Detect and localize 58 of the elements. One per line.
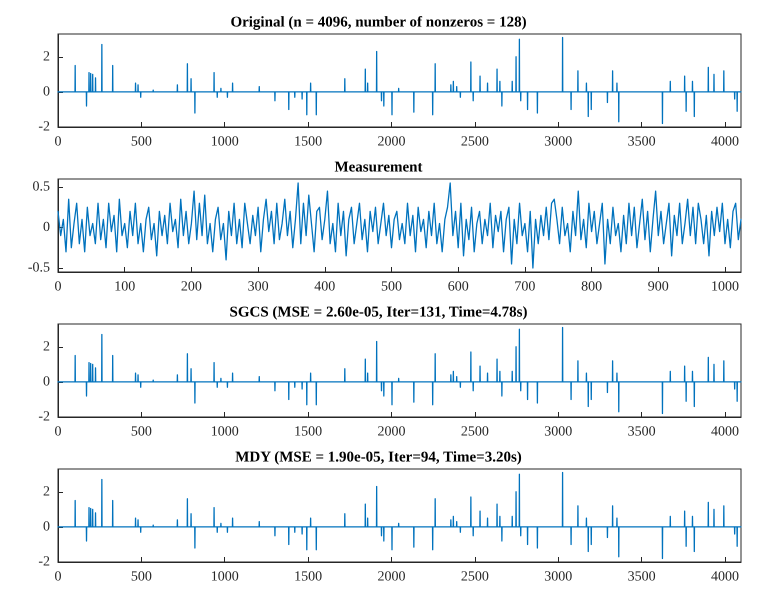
y-tick-label: 2 bbox=[43, 49, 50, 64]
x-tick-label: 600 bbox=[448, 280, 469, 294]
y-tick-label: 0 bbox=[43, 374, 50, 390]
x-tick-label: 3000 bbox=[544, 424, 572, 440]
chart-title: Original (n = 4096, number of nonzeros = 128) bbox=[230, 14, 527, 30]
y-tick-label: 0 bbox=[43, 220, 50, 236]
x-tick-label: 2000 bbox=[377, 424, 406, 440]
chart-title: Measurement bbox=[334, 160, 423, 176]
x-tick-label: 0 bbox=[54, 280, 62, 294]
line-series bbox=[57, 472, 742, 560]
x-tick-label: 4000 bbox=[710, 424, 739, 440]
x-tick-label: 800 bbox=[581, 280, 602, 294]
x-tick-label: 1000 bbox=[710, 280, 739, 294]
line-series bbox=[57, 326, 742, 414]
y-tick-label: 0 bbox=[43, 519, 50, 534]
x-tick-label: 400 bbox=[314, 280, 336, 294]
chart-title: SGCS (MSE = 2.60e-05, Iter=131, Time=4.78s) bbox=[230, 304, 528, 320]
x-tick-label: 3000 bbox=[544, 134, 572, 150]
x-tick-label: 2500 bbox=[460, 424, 489, 440]
x-tick-label: 3500 bbox=[628, 424, 656, 440]
x-tick-label: 0 bbox=[54, 134, 62, 150]
x-tick-label: 0 bbox=[54, 424, 62, 440]
x-tick-label: 0 bbox=[54, 570, 62, 584]
x-tick-label: 3500 bbox=[628, 134, 656, 150]
x-tick-label: 1000 bbox=[210, 134, 239, 150]
y-tick-label: 0 bbox=[43, 84, 50, 100]
x-tick-label: 500 bbox=[130, 570, 152, 584]
y-tick-label: 2 bbox=[43, 484, 50, 500]
x-tick-label: 2000 bbox=[377, 570, 406, 584]
x-tick-label: 100 bbox=[114, 280, 136, 294]
x-tick-label: 2500 bbox=[460, 570, 489, 584]
x-tick-label: 4000 bbox=[710, 134, 739, 150]
x-tick-label: 500 bbox=[380, 280, 402, 294]
x-tick-label: 4000 bbox=[710, 570, 739, 584]
x-tick-label: 700 bbox=[514, 280, 536, 294]
y-tick-label: -2 bbox=[38, 554, 50, 570]
chart-title: MDY (MSE = 1.90e-05, Iter=94, Time=3.20s) bbox=[235, 450, 522, 466]
x-tick-label: 300 bbox=[248, 280, 269, 294]
x-tick-label: 900 bbox=[648, 280, 669, 294]
y-tick-label: -2 bbox=[38, 120, 50, 134]
x-tick-label: 500 bbox=[130, 134, 152, 150]
x-tick-label: 500 bbox=[130, 424, 152, 440]
x-tick-label: 2000 bbox=[377, 134, 406, 150]
line-series bbox=[57, 36, 742, 124]
y-tick-label: 0.5 bbox=[32, 180, 50, 195]
x-tick-label: 1000 bbox=[210, 424, 239, 440]
x-tick-label: 3500 bbox=[628, 570, 656, 584]
x-tick-label: 3000 bbox=[544, 570, 572, 584]
x-tick-label: 1500 bbox=[294, 570, 322, 584]
x-tick-label: 1500 bbox=[294, 424, 322, 440]
y-tick-label: 2 bbox=[43, 339, 50, 354]
y-tick-label: -0.5 bbox=[28, 260, 50, 276]
x-tick-label: 1500 bbox=[294, 134, 322, 150]
x-tick-label: 200 bbox=[180, 280, 202, 294]
line-series bbox=[57, 182, 742, 269]
x-tick-label: 1000 bbox=[210, 570, 239, 584]
x-tick-label: 2500 bbox=[460, 134, 489, 150]
y-tick-label: -2 bbox=[38, 410, 50, 424]
